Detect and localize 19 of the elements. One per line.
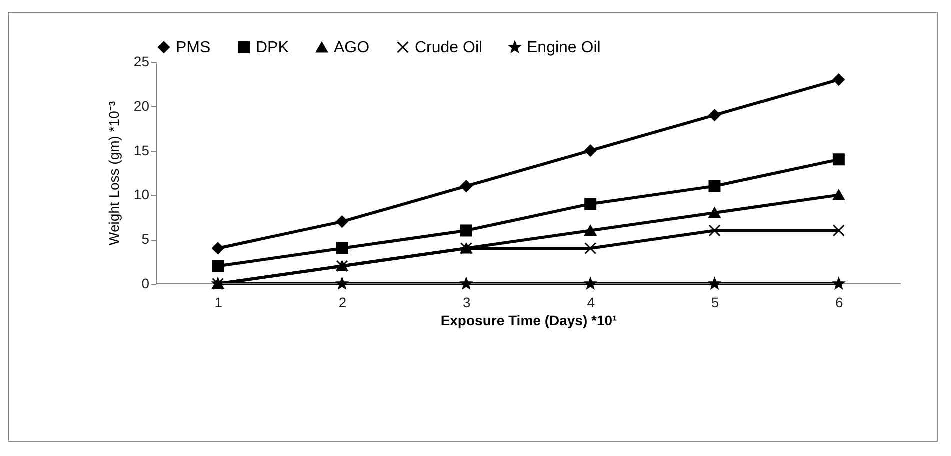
x-tick-label: 6 xyxy=(836,294,844,310)
legend-label: PMS xyxy=(176,39,211,56)
y-tick-label: 10 xyxy=(134,186,150,203)
x-axis-title: Exposure Time (Days) *10¹ xyxy=(440,312,618,328)
x-tick-label: 4 xyxy=(587,294,596,310)
x-tick-label: 5 xyxy=(711,294,720,310)
y-tick-label: 25 xyxy=(134,54,150,70)
y-axis-title: Weight Loss (gm) *10⁻³ xyxy=(106,101,122,246)
legend-label: Engine Oil xyxy=(527,40,601,56)
x-tick-label: 1 xyxy=(214,294,223,310)
legend-label: AGO xyxy=(334,40,370,56)
x-tick-label: 3 xyxy=(463,294,472,310)
y-tick-label: 15 xyxy=(134,142,150,158)
legend-label: DPK xyxy=(256,39,290,56)
y-tick-label: 0 xyxy=(142,276,150,292)
x-tick-label: 2 xyxy=(338,294,347,310)
y-tick-label: 20 xyxy=(134,98,150,114)
y-tick-label: 5 xyxy=(142,231,150,248)
legend-label: Crude Oil xyxy=(415,39,483,56)
